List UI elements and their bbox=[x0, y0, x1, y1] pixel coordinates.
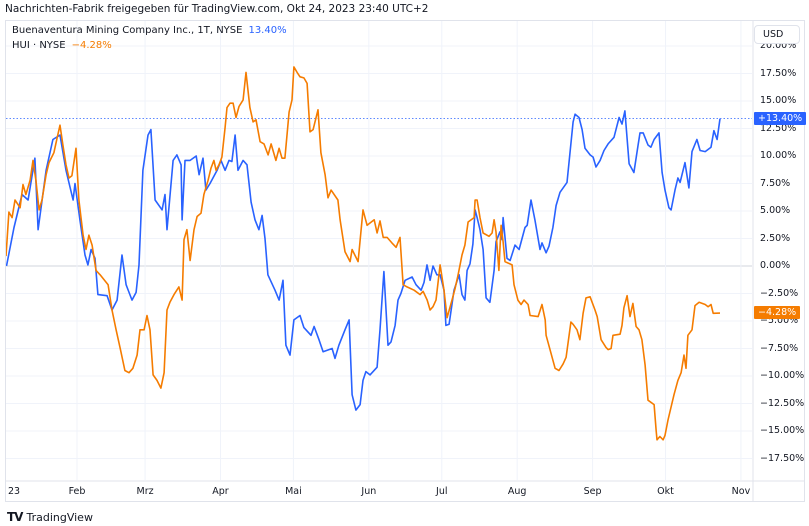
y-tick-label: 10.00% bbox=[760, 150, 797, 161]
x-tick-label: 23 bbox=[7, 486, 21, 497]
x-tick-label: Sep bbox=[583, 486, 602, 497]
last-value-tag-buenaventura: +13.40% bbox=[754, 111, 807, 125]
y-tick-label: 0.00% bbox=[760, 260, 791, 271]
y-tick-label: −17.50% bbox=[760, 452, 805, 464]
y-tick-label: −12.50% bbox=[760, 397, 805, 409]
y-tick-label: 20.00% bbox=[760, 40, 797, 51]
y-tick-label: 2.50% bbox=[760, 232, 791, 244]
x-tick-label: Feb bbox=[68, 486, 86, 497]
y-tick-label: 7.50% bbox=[760, 177, 791, 189]
legend-series-name: HUI · NYSE bbox=[12, 40, 66, 51]
y-tick-label: 5.00% bbox=[760, 205, 791, 216]
share-header: Nachrichten-Fabrik freigegeben für Tradi… bbox=[5, 3, 429, 15]
tradingview-logo-text: TradingView bbox=[26, 510, 93, 524]
y-tick-label: −2.50% bbox=[760, 287, 799, 299]
y-tick-label: 17.50% bbox=[760, 67, 797, 79]
legend-series-name: Buenaventura Mining Company Inc., 1T, NY… bbox=[12, 25, 243, 36]
legend-series-value: 13.40% bbox=[248, 25, 287, 36]
y-tick-label: −15.00% bbox=[760, 425, 805, 436]
tradingview-logo-icon: TV bbox=[7, 510, 24, 524]
currency-button[interactable]: USD bbox=[754, 25, 800, 44]
y-tick-label: 12.50% bbox=[760, 122, 797, 134]
x-tick-label: Jul bbox=[436, 486, 448, 497]
chart-frame bbox=[5, 20, 805, 502]
x-tick-label: Nov bbox=[731, 486, 751, 497]
legend-item-hui[interactable]: HUI · NYSE −4.28% bbox=[12, 40, 112, 51]
legend-series-value: −4.28% bbox=[71, 40, 112, 51]
y-tick-label: 15.00% bbox=[760, 95, 797, 106]
series-line-hui bbox=[6, 66, 721, 441]
x-tick-label: Jun bbox=[361, 486, 377, 497]
legend-item-buenaventura[interactable]: Buenaventura Mining Company Inc., 1T, NY… bbox=[12, 25, 287, 36]
y-tick-label: −7.50% bbox=[760, 342, 799, 354]
series-line-buenaventura bbox=[6, 110, 721, 411]
last-value-tag-hui: −4.28% bbox=[754, 306, 801, 320]
tradingview-logo[interactable]: TV TradingView bbox=[7, 510, 93, 524]
x-tick-label: Mrz bbox=[136, 486, 154, 497]
x-tick-label: Aug bbox=[507, 486, 527, 497]
x-tick-label: Mai bbox=[285, 486, 302, 497]
x-tick-label: Okt bbox=[657, 486, 674, 497]
y-tick-label: −5.00% bbox=[760, 315, 799, 326]
y-tick-label: −10.00% bbox=[760, 370, 805, 381]
x-tick-label: Apr bbox=[212, 486, 229, 497]
